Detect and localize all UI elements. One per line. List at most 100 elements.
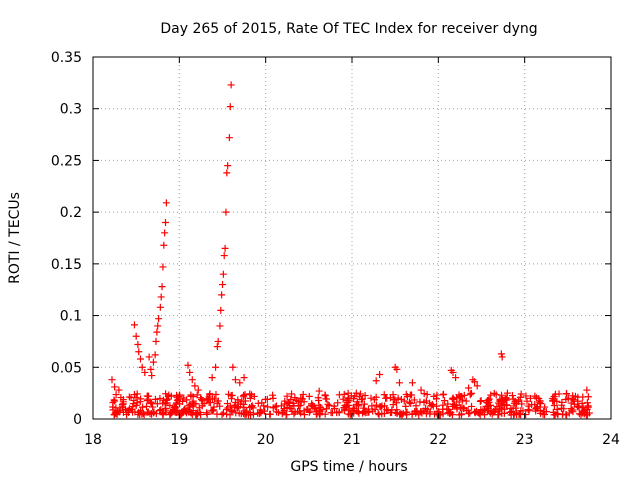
baseline-data-point (406, 391, 414, 399)
baseline-data-point (158, 409, 166, 417)
baseline-data-point (119, 400, 127, 408)
data-point (225, 134, 233, 142)
data-point (393, 365, 401, 373)
data-point (583, 386, 591, 394)
baseline-data-point (367, 394, 375, 402)
baseline-data-point (415, 411, 423, 419)
baseline-data-point (110, 396, 118, 404)
baseline-data-point (426, 399, 434, 407)
baseline-data-point (426, 410, 434, 418)
baseline-data-point (350, 409, 358, 417)
data-point (135, 348, 143, 356)
baseline-data-point (412, 402, 420, 410)
y-tick-label: 0.25 (51, 153, 82, 169)
baseline-data-point (189, 407, 197, 415)
data-point (152, 337, 160, 345)
baseline-data-point (136, 398, 144, 406)
data-point (465, 384, 473, 392)
baseline-data-point (163, 396, 171, 404)
baseline-data-point (198, 402, 206, 410)
data-point (231, 376, 239, 384)
baseline-data-point (585, 409, 593, 417)
x-tick-label: 24 (602, 432, 620, 448)
baseline-data-point (511, 397, 519, 405)
y-tick-label: 0.3 (60, 102, 82, 118)
data-point (186, 368, 194, 376)
baseline-data-point (249, 404, 257, 412)
baseline-data-point (549, 397, 557, 405)
baseline-data-point (535, 395, 543, 403)
baseline-data-point (334, 399, 342, 407)
baseline-data-point (536, 398, 544, 406)
baseline-data-point (246, 394, 254, 402)
data-point (149, 358, 157, 366)
baseline-data-point (368, 402, 376, 410)
data-point (134, 341, 142, 349)
baseline-data-point (519, 407, 527, 415)
baseline-data-point (483, 398, 491, 406)
baseline-data-point (453, 394, 461, 402)
baseline-data-point (372, 401, 380, 409)
baseline-data-point (149, 403, 157, 411)
baseline-data-point (260, 407, 268, 415)
baseline-data-point (335, 391, 343, 399)
baseline-data-point (380, 391, 388, 399)
baseline-data-point (146, 410, 154, 418)
data-point (471, 378, 479, 386)
baseline-data-point (403, 411, 411, 419)
baseline-data-point (139, 409, 147, 417)
baseline-data-point (531, 401, 539, 409)
baseline-data-point (541, 411, 549, 419)
baseline-data-point (574, 393, 582, 401)
baseline-data-point (569, 408, 577, 416)
baseline-data-point (449, 403, 457, 411)
baseline-data-point (130, 396, 138, 404)
baseline-data-point (333, 409, 341, 417)
data-point (130, 321, 138, 329)
data-point (148, 372, 156, 380)
baseline-data-point (237, 410, 245, 418)
baseline-data-point (325, 401, 333, 409)
baseline-data-point (159, 410, 167, 418)
baseline-data-point (377, 403, 385, 411)
baseline-data-point (323, 395, 331, 403)
baseline-data-point (462, 407, 470, 415)
data-point (227, 81, 235, 89)
baseline-data-point (559, 410, 567, 418)
baseline-data-point (193, 391, 201, 399)
data-points (108, 81, 593, 419)
baseline-data-point (308, 400, 316, 408)
x-tick-label: 22 (429, 432, 447, 448)
x-tick-label: 20 (257, 432, 275, 448)
baseline-data-point (125, 393, 133, 401)
data-point (497, 350, 505, 358)
baseline-data-point (443, 405, 451, 413)
baseline-data-point (341, 403, 349, 411)
baseline-data-point (558, 398, 566, 406)
baseline-data-point (407, 399, 415, 407)
data-point (147, 365, 155, 373)
axis-ticks: 18 19 20 21 22 23 24 0 0.05 0.1 0.15 0.2 0.25 0.3 0.35 (51, 50, 620, 448)
baseline-data-point (390, 395, 398, 403)
data-point (145, 353, 153, 361)
baseline-data-point (124, 407, 132, 415)
baseline-data-point (370, 396, 378, 404)
baseline-data-point (420, 390, 428, 398)
baseline-data-point (205, 398, 213, 406)
data-point (162, 199, 170, 207)
data-point (217, 306, 225, 314)
baseline-data-point (453, 405, 461, 413)
data-point (141, 368, 149, 376)
baseline-data-point (299, 391, 307, 399)
baseline-data-point (277, 402, 285, 410)
data-point (213, 343, 221, 351)
baseline-data-point (495, 411, 503, 419)
baseline-data-point (192, 411, 200, 419)
baseline-data-point (371, 405, 379, 413)
data-point (191, 382, 199, 390)
baseline-data-point (203, 409, 211, 417)
data-point (219, 270, 227, 278)
baseline-data-point (227, 392, 235, 400)
baseline-data-point (458, 392, 466, 400)
baseline-data-point (219, 409, 227, 417)
